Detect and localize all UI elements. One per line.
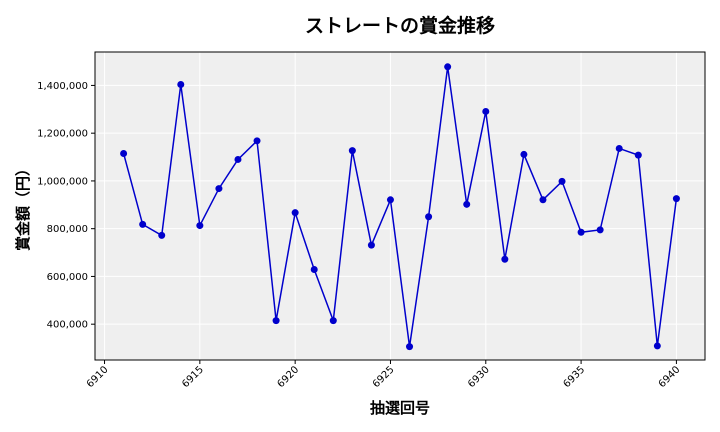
chart-title: ストレートの賞金推移 — [305, 14, 495, 37]
x-tick-label: 6935 — [561, 364, 587, 390]
data-point — [539, 196, 547, 204]
data-point — [310, 266, 318, 274]
data-point — [120, 149, 128, 157]
y-tick-label: 600,000 — [47, 272, 88, 283]
y-tick-label: 1,200,000 — [37, 129, 88, 140]
plot-frame — [94, 51, 706, 361]
data-point — [577, 228, 585, 236]
data-point — [425, 213, 433, 221]
y-tick-label: 1,400,000 — [37, 81, 88, 92]
y-tick-label: 1,000,000 — [37, 176, 88, 187]
x-tick-label: 6920 — [276, 364, 302, 390]
data-point — [520, 150, 528, 158]
data-point — [558, 177, 566, 185]
x-tick-label: 6910 — [85, 364, 111, 390]
data-point — [253, 137, 261, 145]
x-tick-label: 6930 — [466, 364, 492, 390]
data-point — [234, 155, 242, 163]
data-point — [386, 196, 394, 204]
data-point — [463, 200, 471, 208]
y-axis-title: 賞金額（円） — [14, 161, 32, 251]
data-point — [596, 226, 604, 234]
data-point — [444, 63, 452, 71]
x-tick-label: 6940 — [657, 364, 683, 390]
data-point — [653, 342, 661, 350]
data-point — [672, 195, 680, 203]
data-point — [291, 209, 299, 217]
x-tick-label: 6925 — [371, 364, 397, 390]
data-point — [482, 107, 490, 115]
data-point — [634, 151, 642, 159]
data-point — [215, 185, 223, 193]
data-point — [501, 255, 509, 263]
x-axis-title: 抽選回号 — [370, 399, 430, 417]
data-point — [329, 317, 337, 325]
x-axis-ticks: 6910 6915 6920 6925 6930 6935 6940 — [85, 360, 683, 390]
data-point — [177, 80, 185, 88]
data-point — [196, 222, 204, 230]
y-axis-ticks: 400,000 600,000 800,000 1,000,000 1,200,000 1… — [37, 81, 95, 331]
y-tick-label: 400,000 — [47, 320, 88, 331]
series-layer — [120, 63, 680, 351]
data-point — [139, 220, 147, 228]
plot-area — [95, 52, 705, 360]
data-point — [367, 241, 375, 249]
data-point — [406, 343, 414, 351]
data-point — [158, 231, 166, 239]
data-point — [272, 317, 280, 325]
data-point — [348, 147, 356, 155]
y-tick-label: 800,000 — [47, 224, 88, 235]
x-tick-label: 6915 — [180, 364, 206, 390]
data-point — [615, 144, 623, 152]
